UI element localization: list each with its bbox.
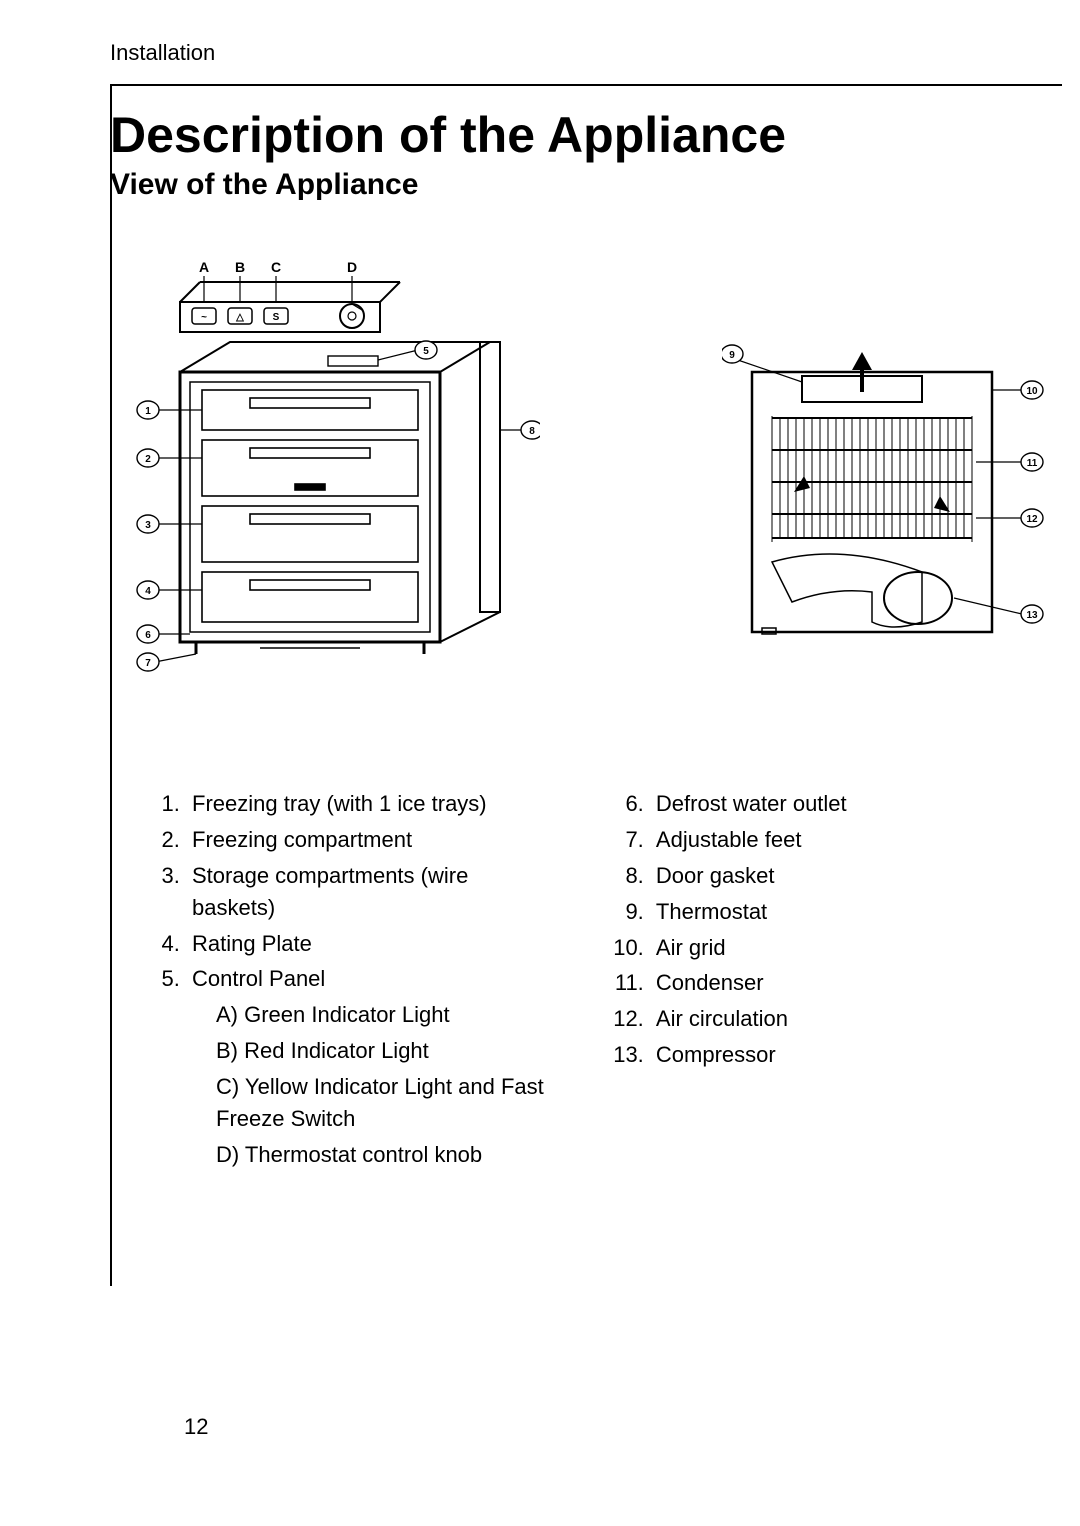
letter-a: A [199,262,209,275]
parts-subitem: B) Red Indicator Light [216,1035,548,1067]
parts-item: Condenser [650,967,1012,999]
content-area: Description of the Appliance View of the… [110,106,1062,1175]
svg-text:~: ~ [201,312,207,323]
callout-12: 12 [1026,514,1038,525]
parts-item: Door gasket [650,860,1012,892]
callout-13: 13 [1026,610,1038,621]
parts-subitem: D) Thermostat control knob [216,1139,548,1171]
top-rule [110,84,1062,86]
page-subtitle: View of the Appliance [110,168,1062,202]
running-head: Installation [110,40,215,66]
page-title: Description of the Appliance [110,106,1062,164]
parts-left-col: Freezing tray (with 1 ice trays) Freezing… [110,748,548,1175]
letter-d: D [347,262,357,275]
appliance-rear-diagram: 9 10 11 12 13 [722,342,1062,662]
parts-subitem: C) Yellow Indicator Light and Fast Freez… [216,1071,548,1135]
svg-text:△: △ [235,312,244,323]
parts-item: Storage compartments (wire baskets) [186,860,548,924]
callout-3: 3 [145,520,151,531]
callout-1: 1 [145,406,151,417]
parts-columns: Freezing tray (with 1 ice trays) Freezing… [110,748,1062,1175]
parts-item: Rating Plate [186,928,548,960]
parts-subitem: A) Green Indicator Light [216,999,548,1031]
page-number: 12 [184,1414,208,1440]
parts-item: Freezing tray (with 1 ice trays) [186,788,548,820]
callout-5: 5 [423,346,429,357]
parts-item: Adjustable feet [650,824,1012,856]
callout-10: 10 [1026,386,1038,397]
svg-text:S: S [273,312,280,323]
letter-b: B [235,262,245,275]
parts-item: Freezing compartment [186,824,548,856]
letter-c: C [271,262,281,275]
parts-list-right: Defrost water outlet Adjustable feet Door … [574,788,1012,1071]
callout-6: 6 [145,630,151,641]
parts-item: Air circulation [650,1003,1012,1035]
parts-item: Control PanelA) Green Indicator LightB) … [186,963,548,1170]
callout-9: 9 [729,350,735,361]
parts-item: Compressor [650,1039,1012,1071]
callout-8: 8 [529,426,535,437]
parts-item: Air grid [650,932,1012,964]
callout-4: 4 [145,586,151,597]
parts-right-col: Defrost water outlet Adjustable feet Door … [574,748,1012,1175]
appliance-front-diagram: ~ △ S A B C D [110,262,540,702]
callout-7: 7 [145,658,151,669]
parts-list-left: Freezing tray (with 1 ice trays) Freezing… [110,788,548,1171]
callout-11: 11 [1027,458,1038,469]
callout-2: 2 [145,454,151,465]
parts-item: Thermostat [650,896,1012,928]
parts-sublist: A) Green Indicator Light B) Red Indicator… [192,999,548,1170]
manual-page: Installation Description of the Applianc… [74,0,1080,1526]
diagram-row: ~ △ S A B C D [110,262,1062,702]
parts-item: Defrost water outlet [650,788,1012,820]
